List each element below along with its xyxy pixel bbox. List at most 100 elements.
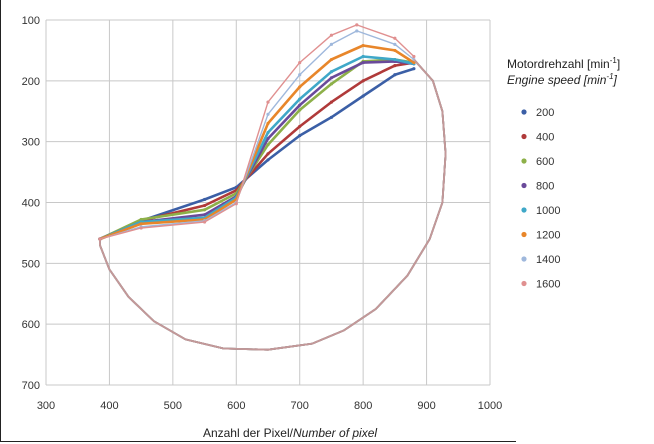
y-tick-label: 200 xyxy=(22,76,40,88)
series-1600 xyxy=(98,23,447,351)
legend-title-en: Engine speed [min-1] xyxy=(507,72,618,87)
data-point xyxy=(393,48,397,53)
x-axis-label: Anzahl der Pixel/Number of pixel xyxy=(203,426,377,440)
data-point xyxy=(298,103,302,107)
y-tick-label: 500 xyxy=(22,258,40,270)
legend-marker xyxy=(521,133,527,140)
series-200 xyxy=(98,58,447,351)
data-point xyxy=(266,130,270,135)
x-tick-label: 800 xyxy=(354,400,372,412)
data-point xyxy=(298,97,302,101)
data-point xyxy=(234,202,238,206)
data-point xyxy=(412,54,416,59)
legend-marker xyxy=(521,280,527,287)
series-line-lower xyxy=(99,58,447,351)
legend: Motordrehzahl [min-1] Engine speed [min-… xyxy=(507,56,620,291)
data-point xyxy=(393,73,397,77)
data-point xyxy=(266,121,270,126)
data-point xyxy=(393,36,397,40)
data-point xyxy=(298,73,302,77)
y-tick-label: 400 xyxy=(22,198,40,210)
data-point xyxy=(298,108,302,112)
data-point xyxy=(298,133,302,138)
series-line-lower xyxy=(99,58,447,351)
series-line-lower xyxy=(99,58,447,351)
series-400 xyxy=(98,58,447,351)
data-point xyxy=(298,60,302,65)
figure-frame xyxy=(0,0,516,442)
legend-label: 1200 xyxy=(536,230,560,242)
legend-item: 400 xyxy=(521,132,554,144)
x-tick-label: 900 xyxy=(417,400,435,412)
series-1200 xyxy=(98,43,447,351)
series-line-lower xyxy=(99,58,447,351)
data-point xyxy=(329,76,334,80)
x-tick-label: 1000 xyxy=(478,400,502,412)
grid xyxy=(45,19,491,386)
y-tick-label: 300 xyxy=(22,137,40,149)
data-point xyxy=(361,54,365,59)
x-tick-label: 300 xyxy=(37,400,55,412)
data-point xyxy=(361,43,365,48)
data-point xyxy=(139,226,143,230)
legend-marker xyxy=(521,207,527,213)
legend-label: 1600 xyxy=(536,279,560,291)
legend-label: 200 xyxy=(536,107,554,119)
plot-area xyxy=(98,23,447,351)
legend-marker xyxy=(521,256,527,262)
data-point xyxy=(361,79,365,83)
y-tick-label: 600 xyxy=(22,319,40,331)
legend-marker xyxy=(521,109,527,115)
legend-item: 200 xyxy=(521,107,554,119)
series-line-upper xyxy=(99,61,415,241)
data-point xyxy=(266,100,270,104)
legend-item: 1000 xyxy=(521,205,560,217)
data-point xyxy=(329,33,334,37)
x-tick-label: 700 xyxy=(291,400,309,412)
legend-label: 800 xyxy=(536,181,554,193)
data-point xyxy=(393,64,397,68)
series-line-upper xyxy=(99,67,415,241)
series-line-lower xyxy=(99,58,447,351)
data-point xyxy=(329,82,334,86)
data-point xyxy=(139,217,143,222)
data-point xyxy=(393,57,397,62)
legend-marker xyxy=(521,231,527,238)
legend-item: 1200 xyxy=(521,230,560,242)
series-line-lower xyxy=(99,58,447,351)
data-point xyxy=(202,213,207,217)
data-point xyxy=(266,112,270,116)
series-line-upper xyxy=(99,58,415,241)
data-point xyxy=(202,208,207,212)
data-point xyxy=(202,197,207,202)
data-point xyxy=(329,115,334,119)
x-tick-label: 400 xyxy=(100,400,118,412)
data-point xyxy=(98,237,102,241)
data-point xyxy=(266,158,270,162)
legend-item: 800 xyxy=(521,181,554,193)
legend-label: 600 xyxy=(536,156,554,168)
series-line-lower xyxy=(99,58,447,351)
data-point xyxy=(266,143,270,147)
series-600 xyxy=(98,57,447,351)
legend-title-de: Motordrehzahl [min-1] xyxy=(507,56,620,71)
legend-items: 200 400 600 800 1000 1200 1400 1600 xyxy=(521,107,560,291)
data-point xyxy=(139,222,143,226)
series-1400 xyxy=(98,29,447,351)
data-point xyxy=(266,137,270,141)
data-point xyxy=(298,85,302,89)
data-point xyxy=(329,70,334,74)
data-point xyxy=(202,220,207,224)
series-line-upper xyxy=(99,55,415,241)
data-point xyxy=(393,42,397,46)
legend-item: 600 xyxy=(521,156,554,168)
series-line-lower xyxy=(99,58,447,351)
data-point xyxy=(329,57,334,62)
data-point xyxy=(329,42,334,46)
data-point xyxy=(298,124,302,129)
data-point xyxy=(329,100,334,104)
legend-label: 1000 xyxy=(536,205,560,217)
series-line-upper xyxy=(99,24,415,240)
